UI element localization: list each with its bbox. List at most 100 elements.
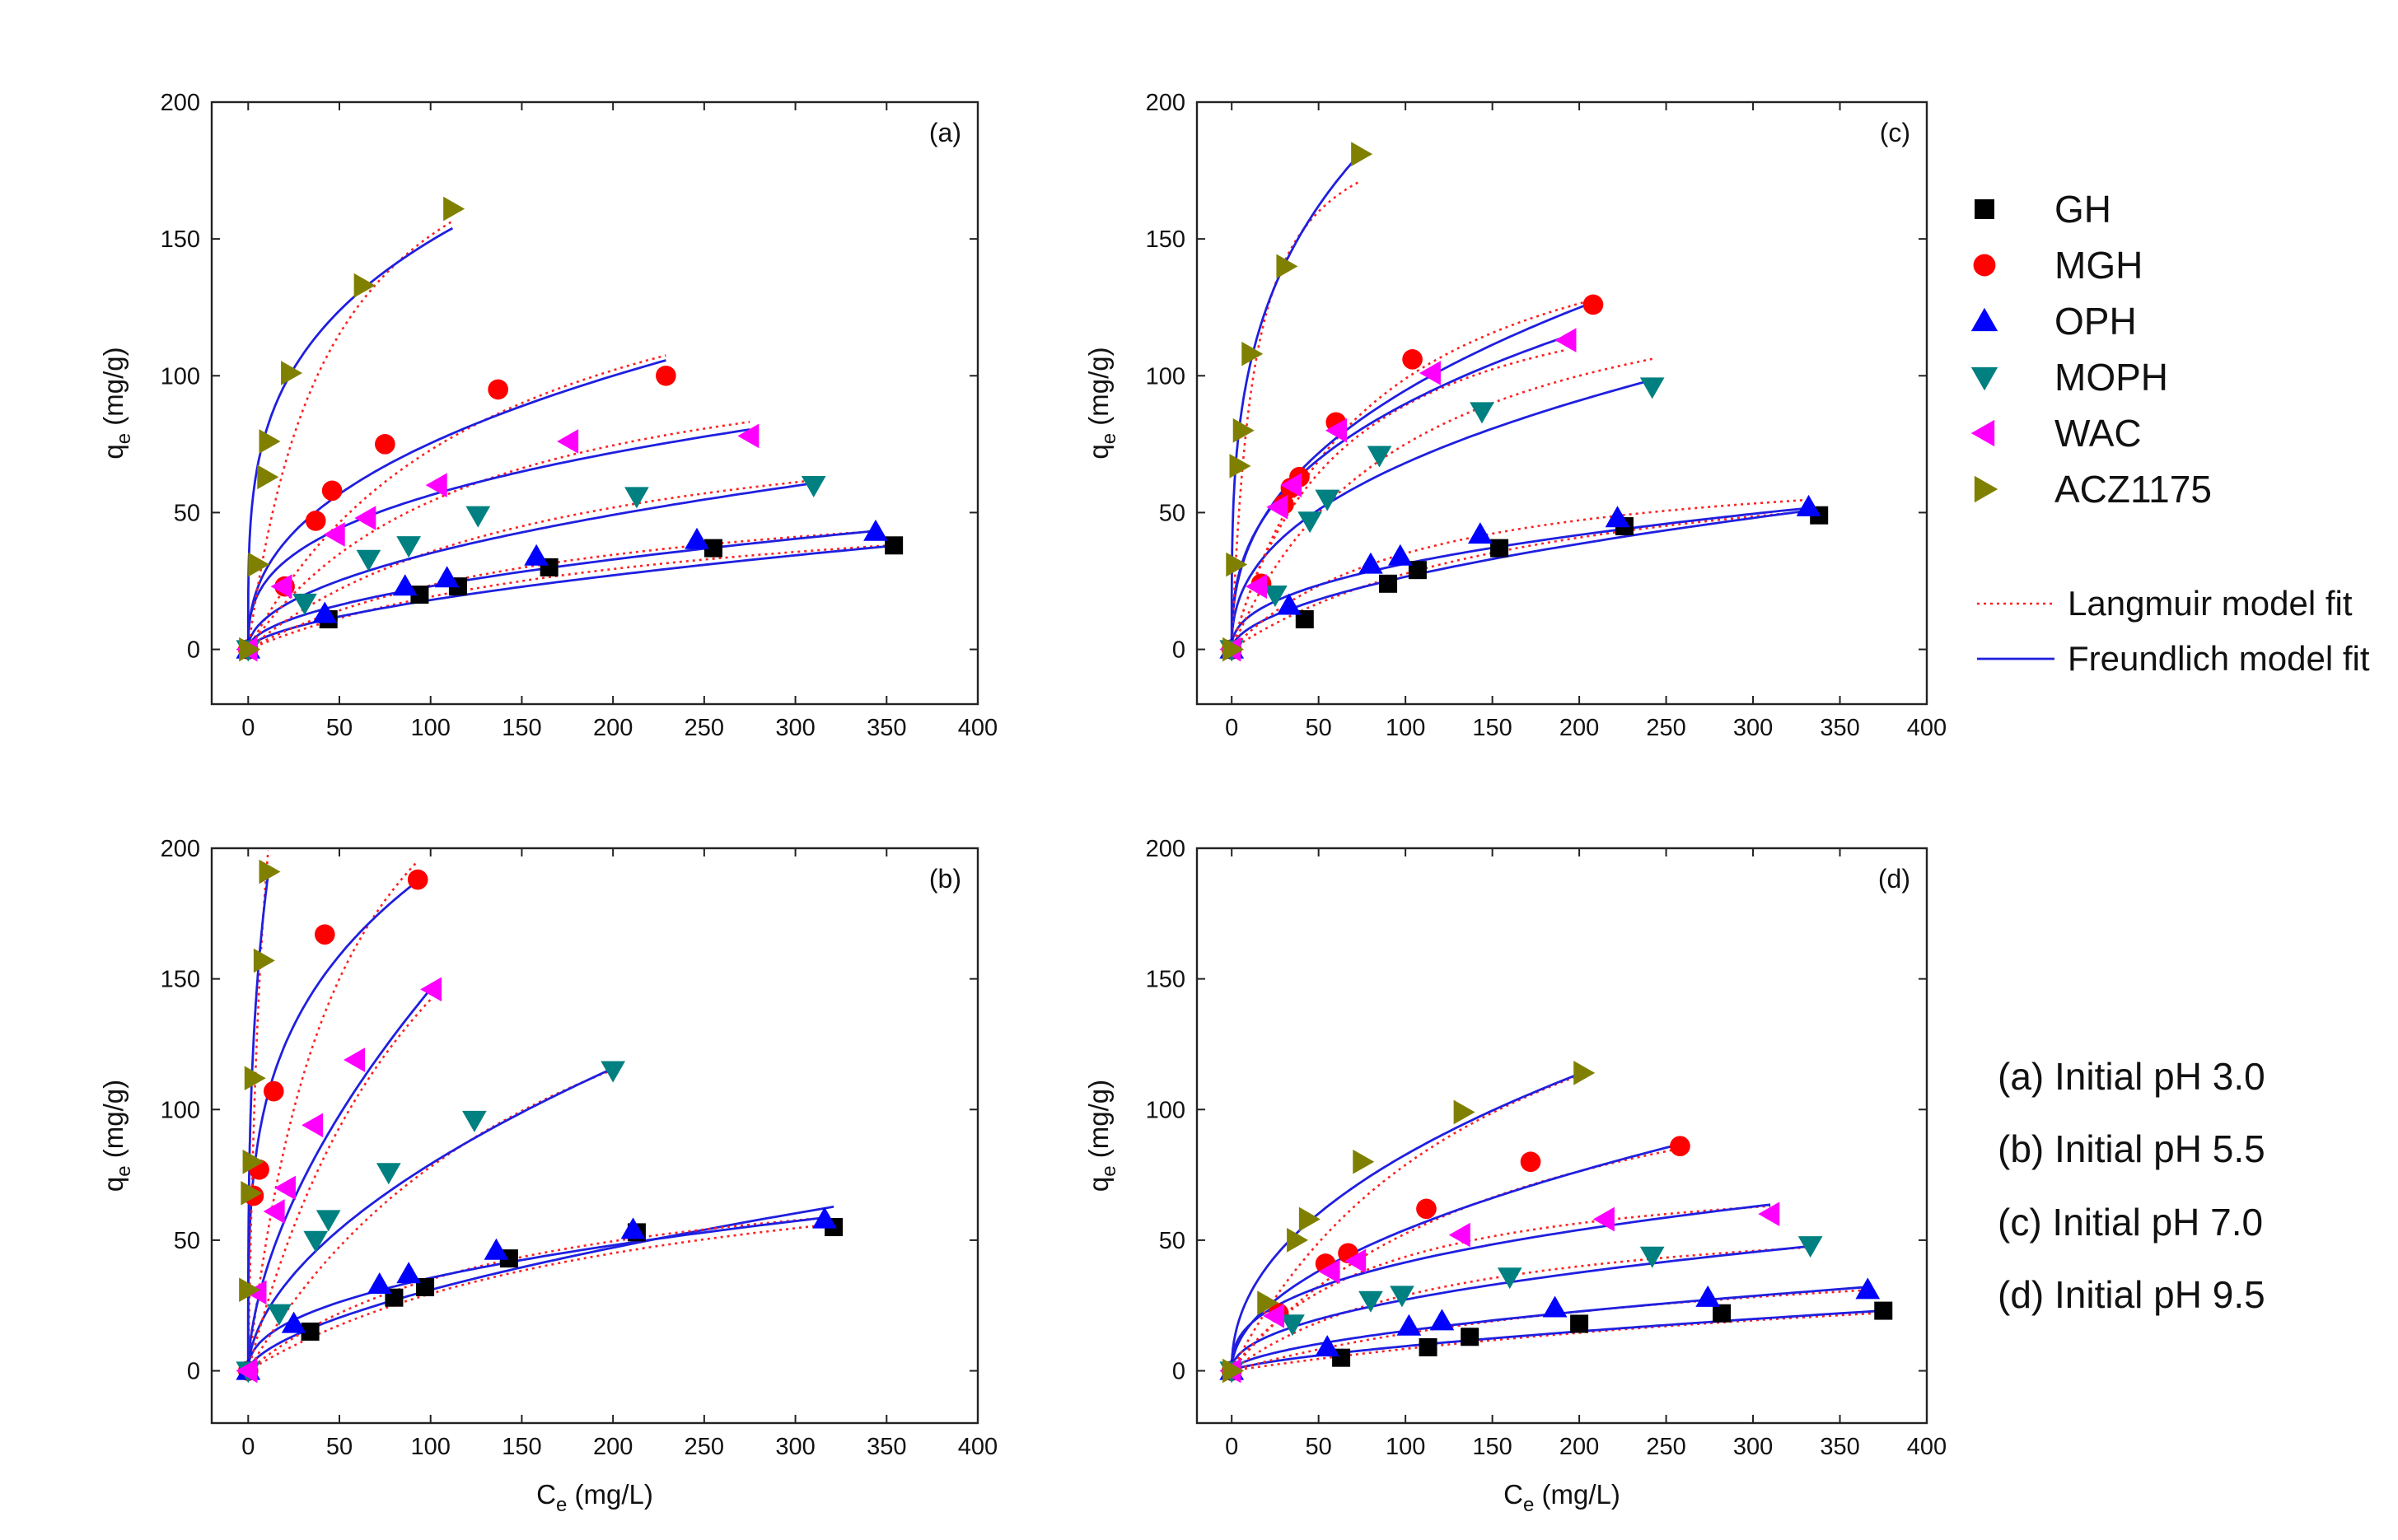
- data-point-gh: [410, 586, 429, 604]
- data-point-acz1175: [1351, 142, 1373, 166]
- langmuir-fit-acz1175: [247, 220, 453, 650]
- ph-conditions-list: (a) Initial pH 3.0 (b) Initial pH 5.5 (c…: [1998, 1055, 2265, 1316]
- y-tick-label: 50: [1159, 500, 1185, 526]
- data-point-oph: [812, 1206, 837, 1229]
- data-point-oph: [484, 1238, 509, 1260]
- data-point-wac: [1448, 1222, 1470, 1248]
- data-point-oph: [685, 527, 709, 549]
- plot-frame: [1195, 847, 1928, 1425]
- data-point-moph: [801, 476, 826, 498]
- data-point-gh: [1379, 574, 1398, 593]
- series-mgh: [1221, 294, 1604, 660]
- freundlich-fit-mgh: [246, 880, 419, 1371]
- data-point-gh: [704, 539, 722, 558]
- legend-marker-wac: [1970, 419, 1995, 447]
- series-gh: [239, 1218, 844, 1380]
- langmuir-fit-gh: [247, 1223, 834, 1372]
- series-gh: [1222, 506, 1829, 659]
- data-point-moph: [1315, 489, 1340, 511]
- legend-label: ACZ1175: [2054, 468, 2212, 511]
- data-point-wac: [1344, 1248, 1367, 1274]
- data-point-wac: [1266, 494, 1288, 520]
- freundlich-fit-oph: [1230, 1286, 1868, 1371]
- x-tick-label: 100: [411, 1434, 451, 1460]
- langmuir-fit-mgh: [1231, 1147, 1680, 1372]
- data-point-oph: [1387, 544, 1413, 566]
- langmuir-fit-moph: [247, 479, 814, 651]
- data-point-wac: [302, 1113, 324, 1138]
- legend-marker-mgh: [1973, 254, 1996, 277]
- data-point-wac: [270, 574, 292, 599]
- x-axis-label: Ce (mg/L): [536, 1479, 653, 1516]
- data-point-gh: [1713, 1304, 1732, 1323]
- data-point-oph: [1695, 1285, 1721, 1307]
- plot-frame: [210, 100, 979, 706]
- data-point-oph: [281, 1311, 306, 1333]
- data-point-oph: [396, 1262, 421, 1284]
- data-point-gh: [1874, 1301, 1893, 1320]
- series-wac: [1219, 328, 1577, 662]
- data-point-mgh: [1520, 1151, 1541, 1173]
- legend-model-label: Langmuir model fit: [2068, 584, 2353, 623]
- freundlich-fit-moph: [1230, 379, 1653, 650]
- y-tick-label: 50: [1159, 1228, 1185, 1254]
- freundlich-fit-acz1175: [246, 873, 269, 1371]
- legend-model-entries: Langmuir model fit Freundlich model fit: [1977, 584, 2370, 678]
- data-point-wac: [1263, 1304, 1285, 1328]
- series-acz1175: [1222, 1061, 1596, 1384]
- data-point-acz1175: [242, 1149, 264, 1174]
- chart-panel-c: 0 50 100 150 200 250 300 350 400 0 50 100 150 200 (c) q…: [1083, 90, 1947, 741]
- legend-entry-model-1: Freundlich model fit: [1977, 639, 2370, 678]
- panels: 0 50 100 150 200 250 300 350 400 0 50 100 150 200 (a) q…: [98, 90, 1947, 1516]
- langmuir-fit-oph: [1231, 1289, 1868, 1372]
- data-point-oph: [367, 1272, 392, 1294]
- data-point-oph: [1396, 1314, 1422, 1336]
- freundlich-fit-acz1175: [246, 226, 453, 650]
- data-point-acz1175: [239, 637, 261, 662]
- data-point-moph: [465, 506, 491, 528]
- panel-label: (a): [929, 118, 961, 147]
- legend-entry-oph: OPH: [1970, 300, 2137, 343]
- data-point-moph: [356, 549, 381, 572]
- langmuir-fit-oph: [247, 1216, 825, 1372]
- data-point-wac: [557, 429, 579, 454]
- data-point-gh: [301, 1322, 320, 1341]
- x-tick-label: 150: [1472, 715, 1512, 741]
- data-point-moph: [1297, 511, 1322, 534]
- x-tick-label: 400: [1907, 1434, 1947, 1460]
- y-tick-label: 150: [161, 967, 200, 993]
- data-point-gh: [1570, 1314, 1589, 1333]
- langmuir-fit-mgh: [247, 354, 666, 651]
- data-point-moph: [1367, 446, 1392, 468]
- y-tick-label: 200: [161, 90, 200, 116]
- data-point-acz1175: [1222, 1358, 1245, 1384]
- data-point-acz1175: [1298, 1206, 1321, 1232]
- freundlich-fit-oph: [246, 1216, 825, 1371]
- data-point-mgh: [321, 480, 343, 502]
- legend-label: GH: [2054, 188, 2111, 231]
- data-point-wac: [737, 423, 760, 449]
- data-point-acz1175: [259, 429, 281, 454]
- data-point-moph: [1470, 402, 1494, 424]
- data-point-acz1175: [1241, 341, 1264, 366]
- x-tick-label: 100: [1386, 715, 1425, 741]
- legend-model-label: Freundlich model fit: [2068, 639, 2370, 678]
- data-point-mgh: [305, 511, 326, 531]
- data-point-moph: [1497, 1267, 1522, 1290]
- data-point-acz1175: [353, 273, 376, 298]
- langmuir-fit-mgh: [1230, 298, 1594, 650]
- data-point-wac: [323, 522, 345, 547]
- langmuir-fit-wac: [1231, 1205, 1771, 1372]
- x-tick-label: 400: [958, 715, 998, 741]
- x-tick-label: 0: [241, 1434, 255, 1460]
- data-point-moph: [303, 1230, 329, 1253]
- x-tick-label: 200: [593, 1434, 633, 1460]
- data-point-wac: [344, 1048, 366, 1072]
- data-point-moph: [1280, 1314, 1305, 1337]
- condition-label-b: (b) Initial pH 5.5: [1998, 1127, 2265, 1170]
- x-tick-label: 300: [1733, 1434, 1773, 1460]
- data-point-acz1175: [248, 552, 270, 577]
- x-tick-label: 50: [1306, 715, 1332, 741]
- legend-marker-moph: [1970, 366, 1998, 391]
